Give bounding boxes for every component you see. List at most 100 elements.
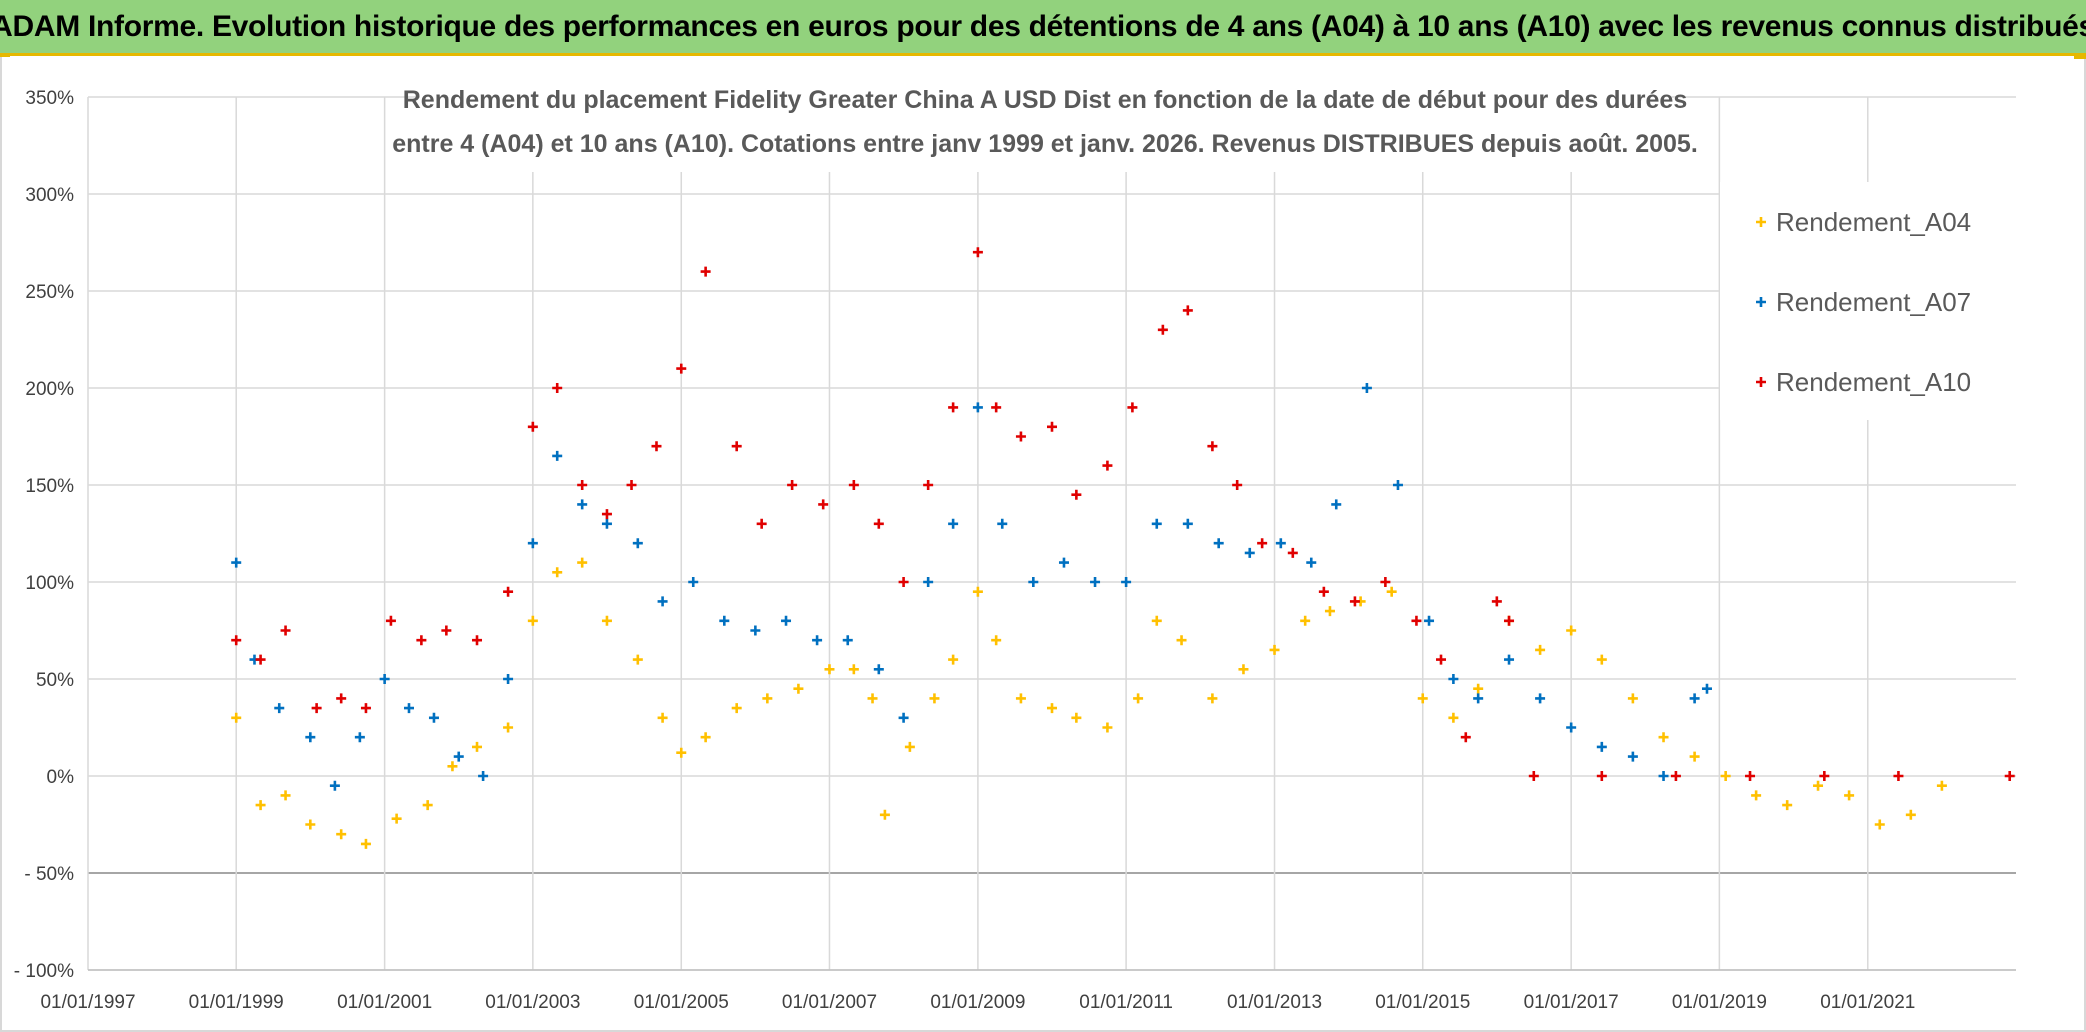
data-point [336,693,347,704]
data-point [1689,693,1700,704]
data-point [1566,722,1577,733]
y-tick-label: 0% [47,767,75,788]
banner-title: ADAM Informe. Evolution historique des p… [0,9,2086,43]
data-point [2004,771,2015,781]
data-point [898,712,909,723]
data-point [879,809,890,820]
data-point [972,402,983,413]
data-point [1207,441,1218,452]
data-point [1213,538,1224,549]
x-tick-label: 01/01/1999 [189,992,284,1013]
data-point [552,567,563,578]
data-point [1121,577,1132,587]
data-point [848,664,859,675]
data-point [354,732,365,743]
data-point [403,703,414,714]
data-point [929,693,940,704]
y-tick-label: 300% [25,185,74,206]
data-point [972,586,983,597]
data-point [1244,547,1255,558]
x-tick-label: 01/01/2017 [1524,992,1619,1013]
banner-corner-right [2074,53,2086,59]
data-point [700,266,711,277]
data-point [923,480,934,490]
data-point [873,664,884,675]
data-point [1596,654,1607,665]
data-point [1905,809,1916,820]
data-point [1269,644,1280,655]
legend-label: Rendement_A07 [1776,287,1971,317]
x-tick-label: 01/01/2003 [485,992,580,1013]
data-point [1151,518,1162,529]
data-point [1670,771,1681,781]
data-point [255,654,266,665]
data-point [601,509,612,520]
data-point [1058,557,1069,568]
data-point [1596,741,1607,752]
x-tick-label: 01/01/2013 [1227,992,1322,1013]
y-axis-ticks: 350% 300% 250% 200% 150% 100% 50% 0% - 50% - 100% [14,88,74,982]
data-point [997,518,1008,529]
x-tick-label: 01/01/2019 [1672,992,1767,1013]
data-point [867,693,878,704]
y-tick-label: 150% [25,476,74,497]
data-point [1151,615,1162,626]
data-point [948,402,959,413]
data-point [948,518,959,529]
data-point [1504,654,1515,665]
data-point [1448,712,1459,723]
data-point [447,761,458,772]
data-point [948,654,959,665]
data-point [601,518,612,529]
data-point [1287,547,1298,558]
data-point [472,635,483,646]
data-point [453,751,464,762]
data-point [577,557,588,568]
data-point [255,800,266,811]
data-point [1720,771,1731,781]
legend-marker [1756,217,1766,227]
data-point [991,635,1002,646]
data-point [1813,780,1824,791]
data-point [972,247,983,258]
data-point [1751,790,1762,801]
data-point [478,771,489,781]
x-tick-label: 01/01/2011 [1079,992,1173,1013]
data-point [1392,480,1403,490]
data-point [422,800,433,811]
data-point [1504,615,1515,626]
grid-lines [87,96,2016,971]
data-point [676,747,687,758]
data-point [1015,693,1026,704]
data-point [787,480,798,490]
data-point [1658,732,1669,743]
data-point [231,635,242,646]
data-point [1448,674,1459,684]
data-point [1745,771,1756,781]
data-point [676,363,687,374]
data-point [812,635,823,646]
legend-marker [1756,377,1766,387]
data-point [1176,635,1187,646]
data-point [626,480,637,490]
data-point [873,518,884,529]
data-point [1380,577,1391,587]
data-point [416,635,427,646]
data-point [1157,324,1168,335]
data-point [904,741,915,752]
data-point [688,577,699,587]
data-point [750,625,761,636]
chart-title-background [420,80,1670,172]
data-point [280,625,291,636]
data-point [1133,693,1144,704]
legend: Rendement_A04 Rendement_A07 Rendement_A10 [1756,207,1971,397]
banner-corner-left [0,53,10,57]
chart-title-line-2: entre 4 (A04) et 10 ans (A10). Cotations… [392,130,1698,158]
data-point [818,499,829,510]
data-point [632,654,643,665]
y-tick-label: 50% [36,670,74,691]
data-series [231,247,2015,849]
data-point [1782,800,1793,811]
y-tick-label: 350% [25,88,74,109]
data-point [1424,615,1435,626]
